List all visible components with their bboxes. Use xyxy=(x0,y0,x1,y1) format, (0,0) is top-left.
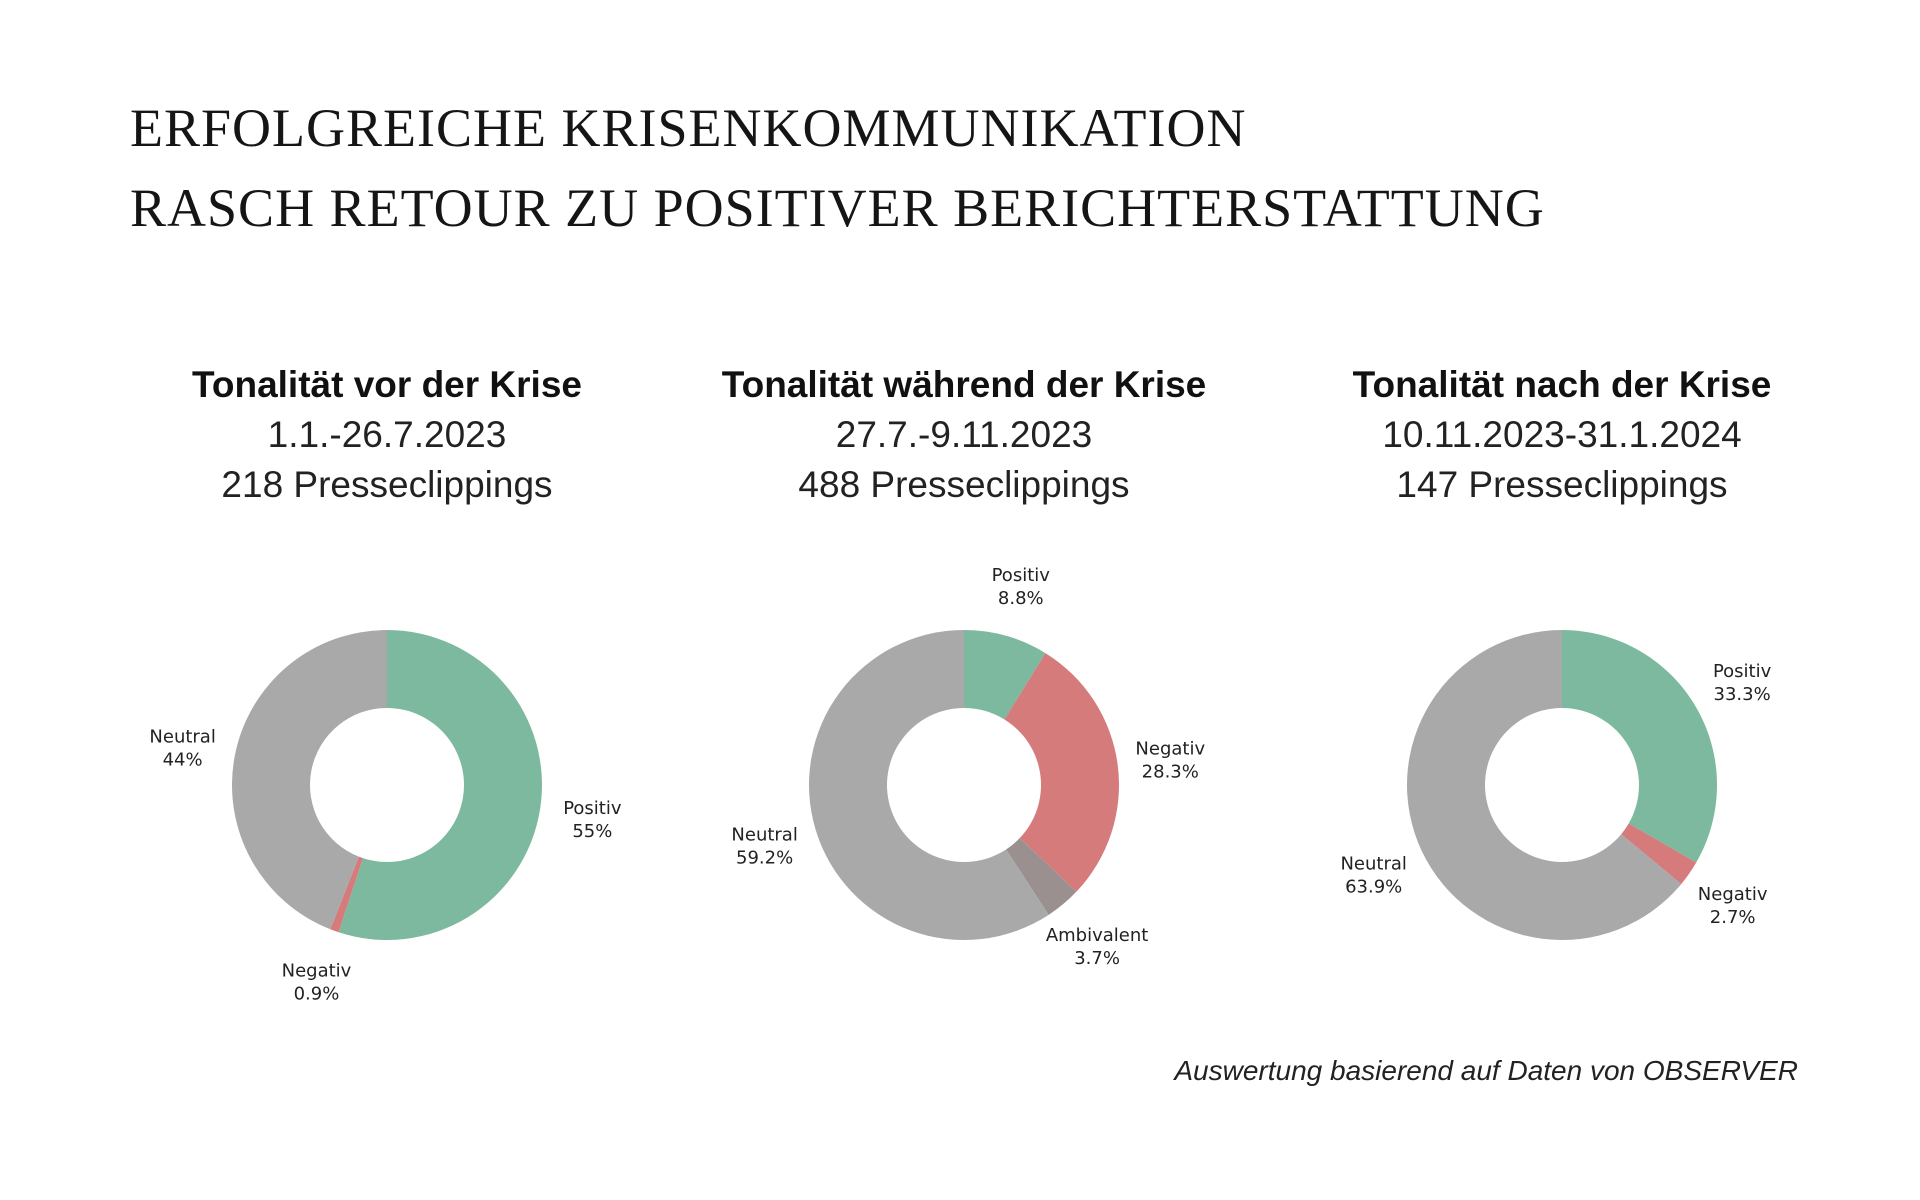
title-line-2: RASCH RETOUR ZU POSITIVER BERICHTERSTATT… xyxy=(130,178,1545,238)
slice-label-positiv: Positiv xyxy=(563,798,622,819)
source-note: Auswertung basierend auf Daten von OBSER… xyxy=(1174,1055,1798,1086)
slice-label-negativ: Negativ xyxy=(1135,738,1205,759)
chart-panel-during: Tonalität während der Krise 27.7.-9.11.2… xyxy=(654,360,1274,510)
chart-panel-after: Tonalität nach der Krise 10.11.2023-31.1… xyxy=(1252,360,1872,510)
chart-count: 218 Presseclippings xyxy=(221,464,553,505)
chart-period: 1.1.-26.7.2023 xyxy=(267,414,507,455)
chart-title: Tonalität nach der Krise xyxy=(1352,364,1772,405)
donut-slice-negativ xyxy=(330,856,363,933)
chart-count: 147 Presseclippings xyxy=(1396,464,1728,505)
donut-slice-positiv xyxy=(1562,630,1717,863)
donut-slice-negativ xyxy=(1004,653,1119,892)
slice-label-negativ: Negativ xyxy=(1698,884,1768,905)
slice-value-neutral: 59.2% xyxy=(736,847,793,868)
slice-label-positiv: Positiv xyxy=(1713,661,1772,682)
slice-label-ambivalent: Ambivalent xyxy=(1046,925,1149,946)
donut-slice-neutral xyxy=(809,630,1049,940)
slice-value-negativ: 0.9% xyxy=(294,984,340,1005)
donut-slice-negativ xyxy=(1621,823,1697,885)
chart-period: 27.7.-9.11.2023 xyxy=(835,414,1093,455)
donut-slice-positiv xyxy=(338,630,542,940)
chart-panel-before: Tonalität vor der Krise 1.1.-26.7.2023 2… xyxy=(77,360,697,510)
slice-value-positiv: 33.3% xyxy=(1714,684,1771,705)
title-line-1: ERFOLGREICHE KRISENKOMMUNIKATION xyxy=(130,98,1247,158)
slice-label-negativ: Negativ xyxy=(282,961,352,982)
slice-value-negativ: 28.3% xyxy=(1142,761,1199,782)
donut-slice-neutral xyxy=(1407,630,1682,940)
page-title: ERFOLGREICHE KRISENKOMMUNIKATION RASCH R… xyxy=(130,88,1545,248)
chart-title: Tonalität während der Krise xyxy=(721,364,1207,405)
donut-slice-positiv xyxy=(964,630,1046,720)
slice-value-neutral: 44% xyxy=(163,749,203,770)
chart-period: 10.11.2023-31.1.2024 xyxy=(1382,414,1742,455)
slice-value-negativ: 2.7% xyxy=(1710,907,1756,928)
slice-label-neutral: Neutral xyxy=(1340,853,1406,874)
slice-label-neutral: Neutral xyxy=(149,726,215,747)
slice-value-ambivalent: 3.7% xyxy=(1074,948,1120,969)
chart-title: Tonalität vor der Krise xyxy=(192,364,582,405)
chart-count: 488 Presseclippings xyxy=(798,464,1130,505)
slice-value-positiv: 55% xyxy=(572,821,612,842)
slice-value-positiv: 8.8% xyxy=(998,588,1044,609)
donut-slice-neutral xyxy=(232,630,387,930)
slice-label-neutral: Neutral xyxy=(731,824,797,845)
donut-slice-ambivalent xyxy=(1006,838,1077,915)
slice-value-neutral: 63.9% xyxy=(1345,876,1402,897)
slice-label-positiv: Positiv xyxy=(992,565,1051,586)
